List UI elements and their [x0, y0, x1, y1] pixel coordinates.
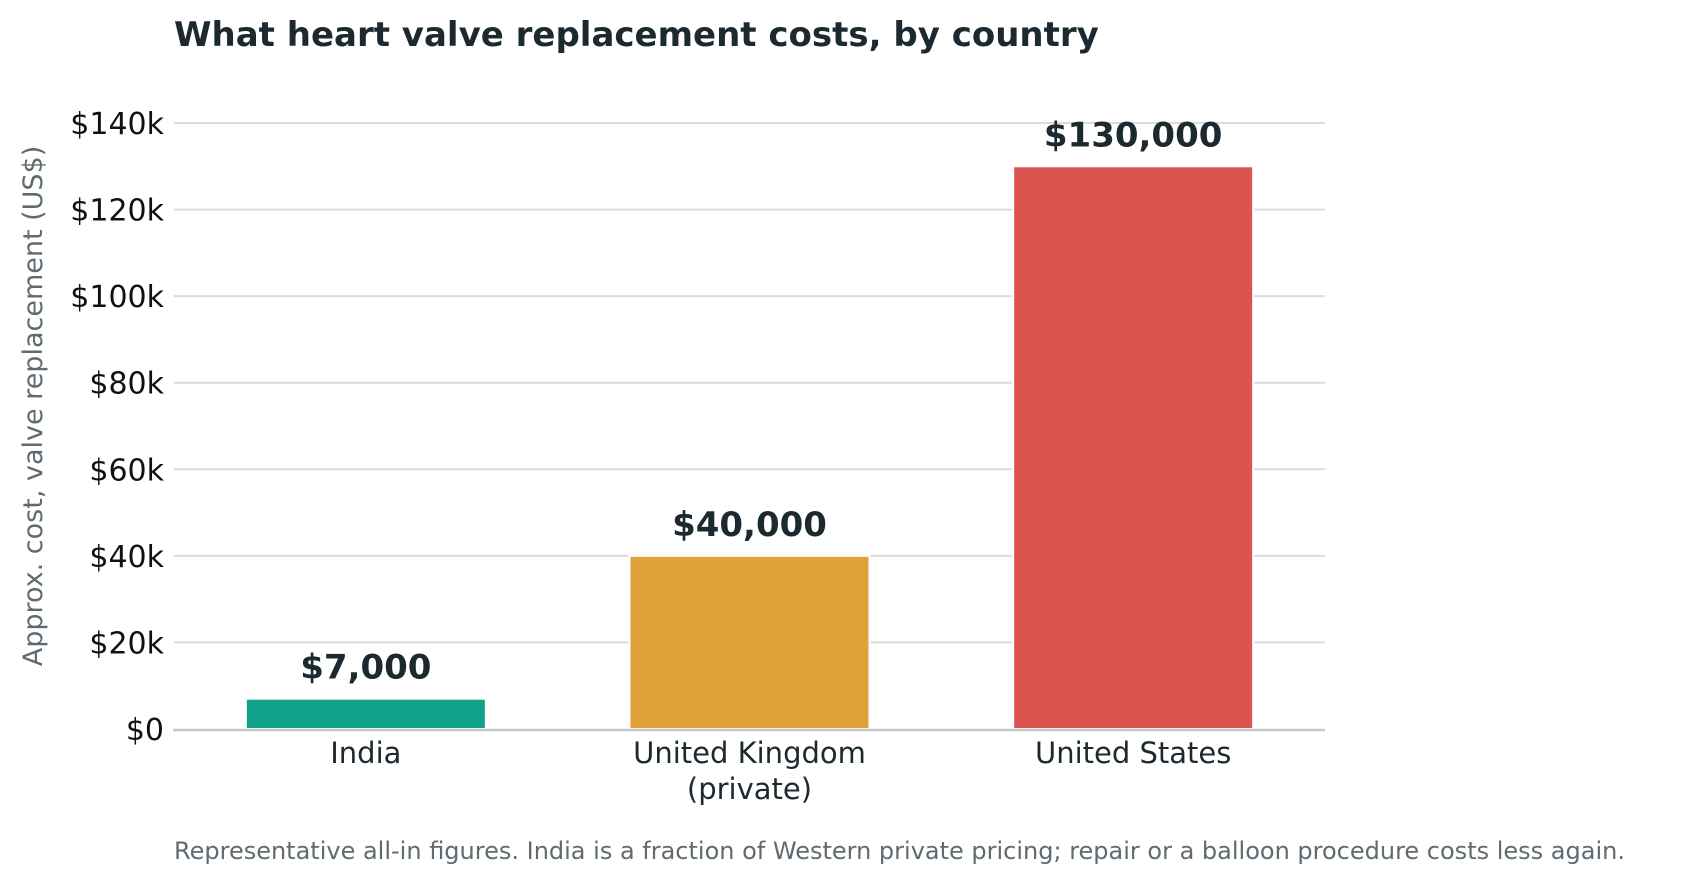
y-tick-label: $100k [70, 280, 164, 315]
x-tick-label: United Kingdom (private) [633, 736, 866, 806]
bar-value-label: $130,000 [1044, 115, 1223, 155]
x-tick-label: India [330, 736, 401, 770]
y-tick-label: $140k [70, 107, 164, 142]
bars [244, 165, 1255, 731]
chart-footnote: Representative all-in figures. India is … [174, 837, 1625, 865]
gridlines [174, 122, 1325, 644]
bar [1012, 165, 1255, 731]
bar-value-label: $40,000 [672, 505, 827, 545]
bar [628, 554, 871, 730]
x-tick-label: United States [1035, 736, 1231, 770]
y-tick-label: $40k [89, 540, 164, 575]
y-tick-label: $80k [89, 367, 164, 402]
bar-value-label: $7,000 [300, 648, 431, 688]
y-tick-label: $120k [70, 194, 164, 229]
y-tick-label: $0 [126, 713, 164, 748]
y-axis-title: Approx. cost, valve replacement (US$) [18, 146, 49, 667]
bar-value-labels: $7,000 $40,000 $130,000 [300, 115, 1222, 687]
y-tick-label: $20k [89, 626, 164, 661]
x-axis-ticks: India United Kingdom (private) United State… [330, 736, 1231, 806]
bar [244, 697, 487, 731]
y-tick-label: $60k [89, 453, 164, 488]
y-axis-ticks: $0 $20k $40k $60k $80k $100k $120k $140k [70, 107, 164, 748]
chart-title: What heart valve replacement costs, by c… [174, 15, 1099, 55]
